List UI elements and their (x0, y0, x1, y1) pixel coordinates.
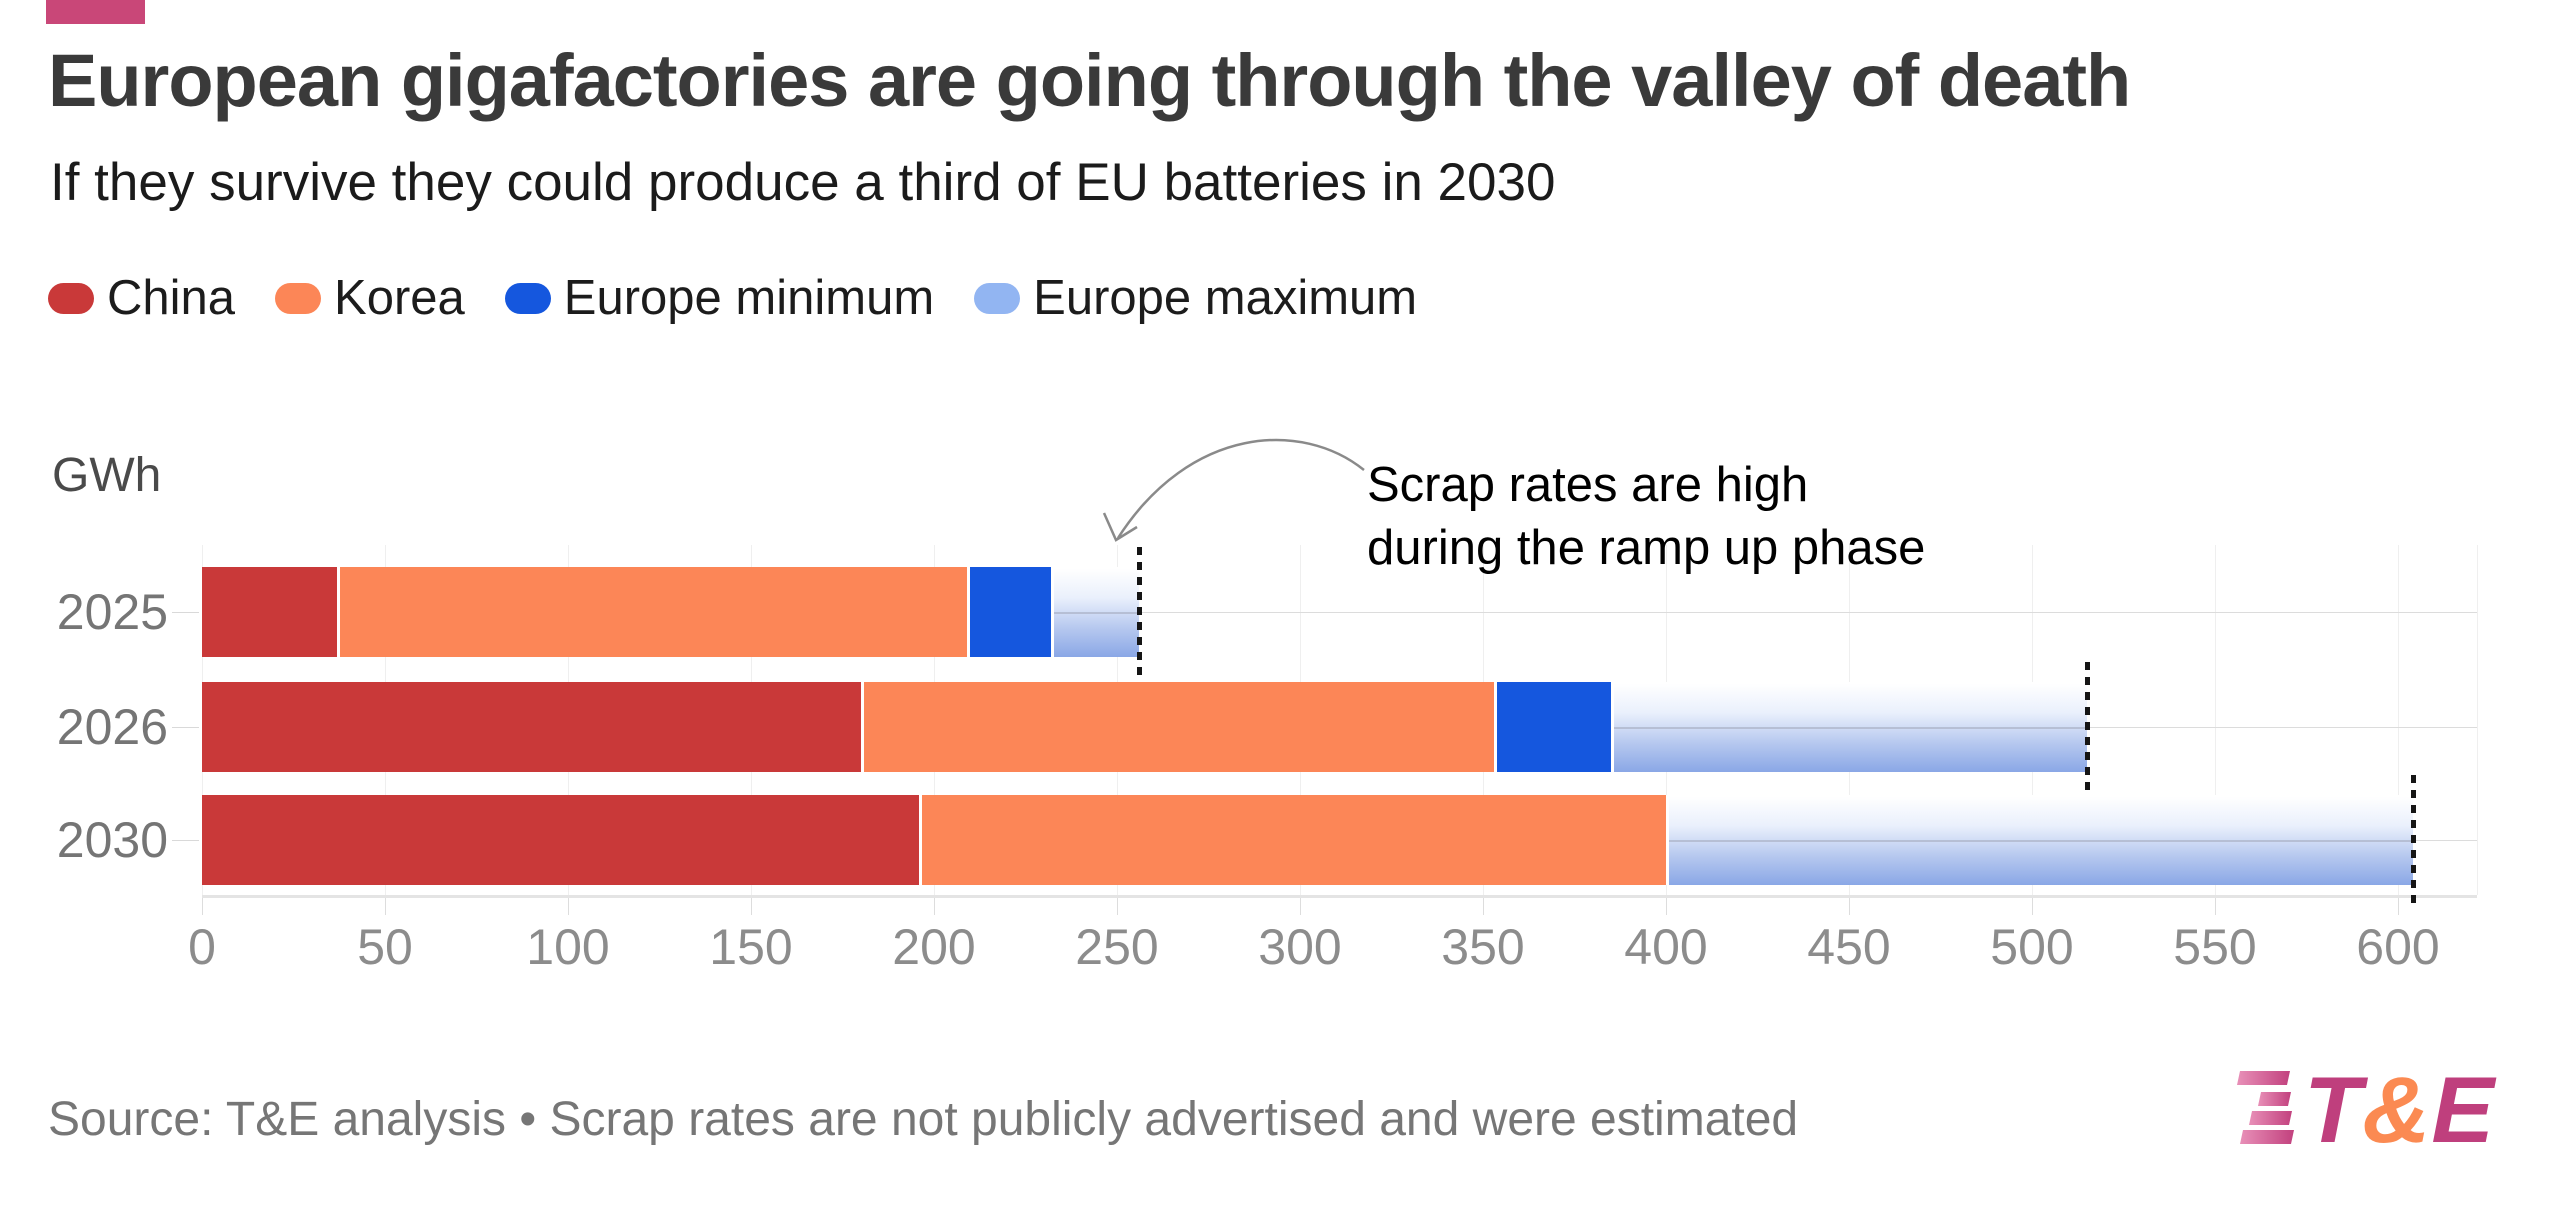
bar-segment-europe-maximum-2030 (1666, 795, 2413, 885)
x-tick-mark (385, 897, 386, 915)
x-tick-label: 500 (1990, 919, 2074, 975)
x-tick-mark (1300, 897, 1301, 915)
legend-item-korea: Korea (275, 270, 465, 326)
x-tick-label: 250 (1075, 919, 1159, 975)
annotation-text: Scrap rates are high during the ramp up … (1367, 454, 1925, 580)
x-tick-label: 50 (357, 919, 413, 975)
y-category-label: 2026 (56, 699, 168, 755)
x-tick-label: 450 (1807, 919, 1891, 975)
annotation-line-2: during the ramp up phase (1367, 521, 1926, 575)
x-tick-mark (1483, 897, 1484, 915)
x-tick-mark (751, 897, 752, 915)
dotted-max-marker-2026 (2085, 662, 2090, 794)
dotted-max-marker-2025 (1137, 547, 1142, 679)
legend-swatch-icon (48, 282, 94, 314)
legend-label: Korea (334, 271, 465, 325)
logo-text: T&E (2304, 1057, 2497, 1158)
y-tick-mark (172, 840, 199, 841)
bar-segment-europe-minimum-2025 (967, 567, 1051, 657)
bar-segment-europe-maximum-2025 (1051, 567, 1139, 657)
x-tick-label: 200 (892, 919, 976, 975)
source-note: Source: T&E analysis • Scrap rates are n… (48, 1093, 1799, 1146)
x-gridline (2398, 545, 2399, 895)
y-category-label: 2030 (56, 812, 168, 868)
row-gridline-overlay (1614, 727, 2087, 729)
plot-right-border (2477, 545, 2478, 895)
bar-segment-europe-maximum-2026 (1611, 682, 2087, 772)
legend-item-europe-maximum: Europe maximum (974, 270, 1417, 326)
annotation-line-1: Scrap rates are high (1367, 458, 1809, 512)
bar-segment-china-2030 (202, 795, 919, 885)
x-gridline (2215, 545, 2216, 895)
x-tick-mark (1849, 897, 1850, 915)
x-tick-label: 600 (2356, 919, 2440, 975)
y-axis-unit-label: GWh (52, 449, 162, 502)
bar-segment-china-2025 (202, 567, 337, 657)
x-tick-mark (2398, 897, 2399, 915)
legend: China Korea Europe minimum Europe maximum (48, 270, 1457, 326)
chart-title: European gigafactories are going through… (48, 39, 2131, 122)
x-tick-mark (2032, 897, 2033, 915)
y-tick-mark (172, 612, 199, 613)
x-tick-label: 350 (1441, 919, 1525, 975)
dotted-max-marker-2030 (2411, 775, 2416, 907)
x-axis-baseline (202, 895, 2477, 898)
x-tick-label: 0 (188, 919, 216, 975)
legend-swatch-icon (504, 282, 551, 314)
logo-letter-e: E (2431, 1057, 2497, 1158)
row-gridline-overlay (1054, 612, 1139, 614)
x-tick-label: 150 (709, 919, 793, 975)
logo-letter-amp: & (2362, 1057, 2431, 1158)
logo-letter-t: T (2304, 1057, 2369, 1158)
x-tick-mark (2215, 897, 2216, 915)
bar-segment-china-2026 (202, 682, 861, 772)
y-tick-mark (172, 727, 199, 728)
x-tick-mark (568, 897, 569, 915)
bar-segment-europe-minimum-2026 (1494, 682, 1611, 772)
x-tick-label: 100 (526, 919, 610, 975)
legend-swatch-icon (275, 282, 322, 314)
x-tick-mark (1117, 897, 1118, 915)
bar-segment-korea-2025 (337, 567, 967, 657)
row-gridline-overlay (1669, 840, 2413, 842)
bar-segment-korea-2030 (919, 795, 1666, 885)
legend-label: Europe maximum (1033, 271, 1418, 325)
logo-stripes-icon (2237, 1071, 2294, 1144)
bar-segment-korea-2026 (861, 682, 1494, 772)
y-category-label: 2025 (56, 584, 168, 640)
legend-swatch-icon (974, 282, 1021, 314)
x-tick-label: 400 (1624, 919, 1708, 975)
x-tick-mark (934, 897, 935, 915)
accent-block (46, 0, 145, 24)
legend-label: Europe minimum (563, 271, 935, 325)
x-tick-label: 550 (2173, 919, 2257, 975)
x-tick-mark (1666, 897, 1667, 915)
legend-item-china: China (48, 270, 235, 326)
row-gridline (202, 612, 2477, 613)
legend-item-europe-minimum: Europe minimum (504, 270, 935, 326)
chart-subtitle: If they survive they could produce a thi… (50, 153, 1556, 212)
annotation-arrow-icon (1102, 438, 1365, 542)
legend-label: China (107, 271, 236, 325)
x-tick-label: 300 (1258, 919, 1342, 975)
x-tick-mark (202, 897, 203, 915)
te-logo: T&E (2237, 1057, 2497, 1158)
